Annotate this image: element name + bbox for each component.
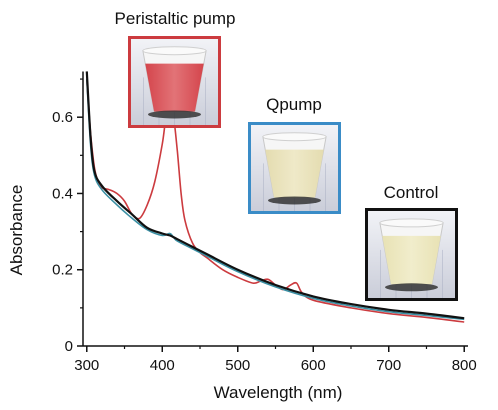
x-tick-label: 800	[452, 357, 477, 374]
y-ticks: 0 0.2 0.4 0.6	[52, 78, 83, 355]
inset-peristaltic-pump	[128, 36, 221, 128]
liquid-fill	[265, 149, 324, 198]
cup-base-shadow	[385, 283, 438, 292]
x-axis-title: Wavelength (nm)	[214, 383, 343, 402]
x-tick-label: 700	[376, 357, 401, 374]
x-tick-label: 600	[301, 357, 326, 374]
cup-rim	[142, 46, 207, 56]
series-layer	[85, 71, 465, 323]
x-tick-label: 400	[150, 357, 175, 374]
axes: 0 0.2 0.4 0.6 300 400 500 600 700 800	[52, 71, 477, 374]
series-line-peristaltic-pump	[86, 79, 465, 323]
inset-control	[365, 208, 458, 301]
inset-border	[365, 208, 458, 301]
inset-qpump	[248, 122, 341, 214]
cup-base-shadow	[268, 196, 321, 205]
series-line-control	[85, 71, 465, 320]
x-tick-label: 500	[225, 357, 250, 374]
y-axis-title: Absorbance	[7, 185, 26, 276]
x-ticks: 300 400 500 600 700 800	[74, 346, 477, 374]
liquid-fill	[145, 63, 204, 112]
inset-label-peristaltic-pump: Peristaltic pump	[115, 9, 236, 28]
inset-label-control: Control	[384, 183, 439, 202]
cup-base-shadow	[148, 110, 201, 119]
inset-layer: Peristaltic pump Qpump Control	[115, 9, 458, 301]
inset-label-qpump: Qpump	[266, 95, 322, 114]
liquid-fill	[382, 235, 441, 285]
y-tick-label: 0.6	[52, 109, 73, 126]
cup-rim	[262, 132, 327, 142]
y-tick-label: 0.4	[52, 185, 73, 202]
y-tick-label: 0.2	[52, 262, 73, 279]
inset-border	[248, 122, 341, 214]
cup-rim	[379, 218, 444, 228]
inset-border	[128, 36, 221, 128]
y-tick-label: 0	[65, 338, 73, 355]
x-tick-label: 300	[74, 357, 99, 374]
